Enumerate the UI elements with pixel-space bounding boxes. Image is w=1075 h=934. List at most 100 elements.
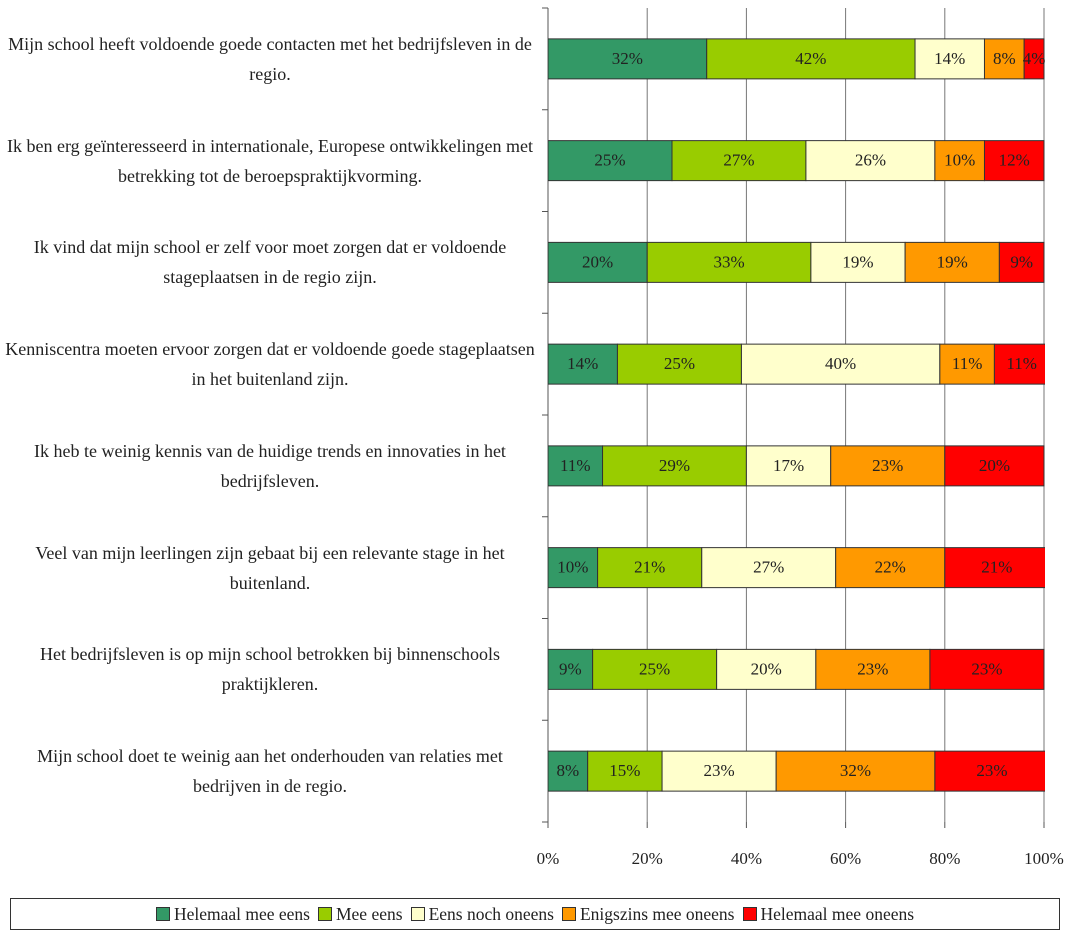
data-label: 12% — [999, 151, 1030, 170]
bar-segment — [993, 343, 1045, 385]
category-label: Het bedrijfsleven is op mijn school betr… — [40, 644, 500, 695]
data-label: 20% — [582, 252, 613, 271]
category-label: Mijn school heeft voldoende goede contac… — [8, 33, 532, 84]
bar-segment — [998, 241, 1045, 283]
legend: Helemaal mee eens Mee eens Eens noch oneen… — [10, 898, 1060, 930]
bar-segment — [929, 648, 1045, 690]
data-label: 23% — [971, 659, 1002, 678]
data-label: 25% — [639, 659, 670, 678]
bar-segment — [1023, 38, 1045, 80]
category-label: Mijn school doet te weinig aan het onder… — [37, 746, 503, 797]
legend-item: Enigszins mee oneens — [561, 903, 735, 925]
bar-segment — [805, 140, 936, 182]
bar-segment — [835, 547, 946, 589]
data-label: 42% — [795, 49, 826, 68]
category-label: Ik heb te weinig kennis van de huidige t… — [34, 440, 506, 491]
data-label: 29% — [659, 456, 690, 475]
bar-segment — [830, 445, 946, 487]
bar-segment — [548, 445, 604, 487]
bar-segment — [983, 38, 1025, 80]
data-label: 22% — [875, 558, 906, 577]
data-label: 8% — [993, 49, 1016, 68]
data-label: 23% — [872, 456, 903, 475]
data-label: 17% — [773, 456, 804, 475]
bar-segment — [671, 140, 807, 182]
bar-segment — [548, 241, 648, 283]
category-label: Ik vind dat mijn school er zelf voor moe… — [33, 237, 507, 288]
bar-segment — [701, 547, 837, 589]
legend-item: Helemaal mee eens — [155, 903, 310, 925]
data-label: 23% — [976, 761, 1007, 780]
legend-item: Eens noch oneens — [410, 904, 554, 925]
data-label: 21% — [981, 558, 1012, 577]
data-label: 23% — [704, 761, 735, 780]
data-label: 20% — [751, 659, 782, 678]
data-label: 32% — [612, 49, 643, 68]
data-label: 11% — [952, 354, 983, 373]
x-tick-label: 60% — [830, 849, 861, 868]
x-tick-label: 40% — [731, 849, 762, 868]
bar-segment — [616, 343, 742, 385]
bar-segment — [661, 750, 777, 792]
legend-swatch — [155, 907, 170, 921]
data-label: 19% — [937, 252, 968, 271]
data-label: 25% — [594, 151, 625, 170]
bar-segment — [548, 343, 618, 385]
data-label: 19% — [842, 252, 873, 271]
x-tick-label: 80% — [929, 849, 960, 868]
bar-segment — [548, 750, 589, 792]
legend-swatch — [317, 907, 332, 921]
data-label: 23% — [857, 659, 888, 678]
legend-label: Helemaal mee eens — [173, 903, 310, 924]
data-label: 25% — [664, 354, 695, 373]
x-tick-label: 20% — [632, 849, 663, 868]
data-label: 9% — [559, 659, 582, 678]
data-label: 9% — [1010, 252, 1033, 271]
data-label: 14% — [934, 49, 965, 68]
bar-segment — [810, 241, 906, 283]
bar-segment — [914, 38, 985, 80]
bar-segment — [587, 750, 663, 792]
legend-swatch — [410, 907, 425, 921]
data-label: 10% — [557, 558, 588, 577]
bar-segment — [934, 750, 1045, 792]
data-label: 26% — [855, 151, 886, 170]
bar-segment — [740, 343, 941, 385]
data-label: 4% — [1023, 49, 1046, 68]
category-label: Veel van mijn leerlingen zijn gebaat bij… — [35, 542, 505, 593]
bar-segment — [706, 38, 916, 80]
category-label: Ik ben erg geïnteresseerd in internation… — [7, 135, 533, 186]
bar-segment — [944, 445, 1045, 487]
legend-label: Enigszins mee oneens — [579, 903, 735, 924]
x-tick-label: 100% — [1024, 849, 1064, 868]
bars — [548, 38, 1045, 792]
data-label: 21% — [634, 558, 665, 577]
x-tick-label: 0% — [537, 849, 560, 868]
legend-swatch — [561, 907, 576, 921]
data-label: 33% — [713, 252, 744, 271]
bar-segment — [592, 648, 718, 690]
bar-segment — [983, 140, 1045, 182]
category-label: Kenniscentra moeten ervoor zorgen dat er… — [5, 339, 535, 390]
data-label: 20% — [979, 456, 1010, 475]
data-label: 40% — [825, 354, 856, 373]
data-label: 14% — [567, 354, 598, 373]
data-label: 32% — [840, 761, 871, 780]
legend-swatch — [742, 907, 757, 921]
bar-segment — [597, 547, 703, 589]
bar-segment — [904, 241, 1000, 283]
bar-segment — [944, 547, 1045, 589]
data-label: 8% — [557, 761, 580, 780]
bar-segment — [548, 38, 708, 80]
bar-segment — [548, 547, 599, 589]
bar-segment — [775, 750, 936, 792]
bar-segment — [548, 648, 594, 690]
data-label: 27% — [753, 558, 784, 577]
legend-label: Mee eens — [335, 903, 403, 924]
legend-item: Helemaal mee oneens — [742, 904, 914, 925]
bar-segment — [745, 445, 832, 487]
bar-segment — [646, 241, 812, 283]
data-label: 27% — [723, 151, 754, 170]
